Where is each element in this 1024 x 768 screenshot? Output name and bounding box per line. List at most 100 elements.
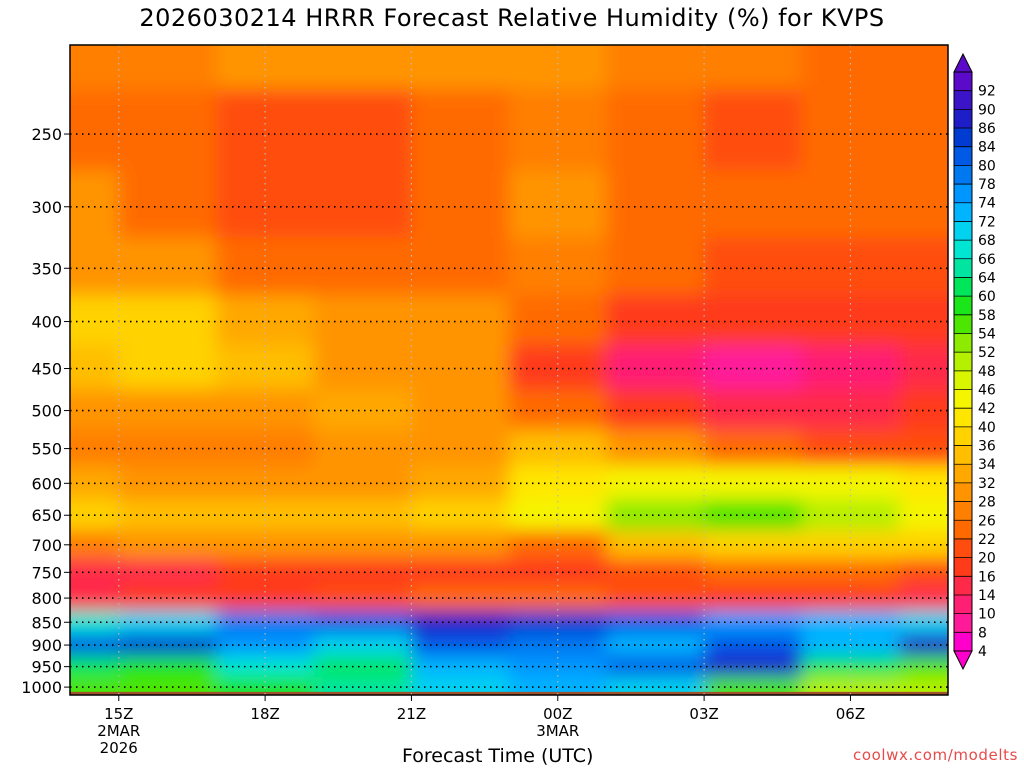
rh-cell <box>704 585 803 612</box>
colorbar-segment <box>954 482 972 503</box>
colorbar-label: 78 <box>978 177 996 193</box>
colorbar-segment <box>954 240 972 260</box>
colorbar-segment <box>954 632 972 652</box>
colorbar: 4810141620222628323436404246485254586064… <box>953 52 996 671</box>
rh-cell <box>70 676 120 695</box>
rh-cell <box>509 558 608 587</box>
rh-cell <box>704 170 803 239</box>
rh-cell <box>704 558 803 587</box>
rh-cell <box>606 170 706 239</box>
rh-cell <box>801 170 901 239</box>
rh-cell <box>801 294 901 347</box>
colorbar-label: 72 <box>978 214 996 230</box>
rh-cell <box>899 676 948 695</box>
colorbar-label: 86 <box>978 121 996 137</box>
rh-cell <box>899 429 948 467</box>
rh-cell <box>313 499 413 532</box>
y-tick-label: 800 <box>31 589 62 608</box>
rh-cell <box>118 237 218 296</box>
colorbar-segment <box>954 520 972 540</box>
rh-cell <box>509 294 608 347</box>
rh-cell <box>313 655 413 678</box>
rh-cell <box>313 676 413 695</box>
rh-cell <box>118 655 218 678</box>
rh-cell <box>606 89 706 172</box>
rh-cell <box>509 655 608 678</box>
colorbar-segment <box>954 408 972 428</box>
rh-cell <box>118 585 218 612</box>
rh-cell <box>118 89 218 172</box>
rh-cell <box>899 633 948 657</box>
rh-cell <box>216 170 315 239</box>
rh-cell <box>313 530 413 560</box>
colorbar-label: 52 <box>978 345 996 361</box>
colorbar-segment <box>954 557 972 577</box>
colorbar-label: 80 <box>978 158 996 174</box>
rh-cell <box>704 237 803 296</box>
rh-cell <box>411 170 510 239</box>
colorbar-segment <box>954 613 972 633</box>
y-tick-label: 950 <box>31 658 62 677</box>
colorbar-label: 10 <box>978 607 996 623</box>
colorbar-min-arrow <box>953 650 973 671</box>
y-tick-label: 700 <box>31 536 62 555</box>
rh-cell <box>118 45 218 91</box>
colorbar-label: 60 <box>978 289 996 305</box>
colorbar-segment <box>954 333 972 353</box>
rh-cell <box>606 633 706 657</box>
colorbar-label: 64 <box>978 270 996 286</box>
rh-cell <box>313 45 413 91</box>
colorbar-label: 54 <box>978 326 996 342</box>
y-tick-label: 900 <box>31 636 62 655</box>
colorbar-segment <box>954 90 972 110</box>
rh-cell <box>606 676 706 695</box>
rh-cell <box>118 610 218 635</box>
rh-cell <box>704 389 803 431</box>
colorbar-segment <box>954 165 972 185</box>
colorbar-segment <box>954 184 972 204</box>
colorbar-segment <box>954 576 972 596</box>
rh-cell <box>509 345 608 391</box>
colorbar-label: 34 <box>978 457 996 473</box>
colorbar-segment <box>954 594 972 615</box>
rh-cell <box>704 499 803 532</box>
rh-cell <box>70 45 120 91</box>
rh-cell <box>509 170 608 239</box>
rh-cell <box>899 530 948 560</box>
rh-cell <box>411 45 510 91</box>
colorbar-segment <box>954 146 972 166</box>
colorbar-segment <box>954 352 972 372</box>
rh-cell <box>704 530 803 560</box>
rh-cell <box>704 89 803 172</box>
rh-cell <box>899 655 948 678</box>
colorbar-label: 42 <box>978 401 996 417</box>
colorbar-segment <box>954 538 972 559</box>
rh-cell <box>70 294 120 347</box>
y-tick-label: 300 <box>31 198 62 217</box>
colorbar-label: 90 <box>978 102 996 118</box>
rh-cell <box>509 530 608 560</box>
rh-cell <box>313 170 413 239</box>
colorbar-segment <box>954 258 972 279</box>
rh-cell <box>509 237 608 296</box>
rh-cell <box>606 345 706 391</box>
colorbar-label: 8 <box>978 625 987 641</box>
rh-cell <box>216 676 315 695</box>
rh-cell <box>606 389 706 431</box>
colorbar-segment <box>954 501 972 521</box>
x-tick-label: 03Z <box>689 705 718 723</box>
y-axis: 250 300 350 400 450 500 550 600 650 700 750 800 850 9… <box>21 125 70 697</box>
colorbar-segment <box>954 296 972 316</box>
rh-cell <box>313 294 413 347</box>
colorbar-segment <box>954 277 972 297</box>
x-tick-label: 00Z <box>543 705 572 723</box>
y-tick-label: 850 <box>31 613 62 632</box>
colorbar-label: 66 <box>978 252 996 268</box>
rh-cell <box>216 45 315 91</box>
rh-cell <box>313 558 413 587</box>
rh-cell <box>313 389 413 431</box>
rh-cell <box>899 465 948 501</box>
rh-cell <box>801 237 901 296</box>
colorbar-segment <box>954 72 972 92</box>
rh-cell <box>899 585 948 612</box>
